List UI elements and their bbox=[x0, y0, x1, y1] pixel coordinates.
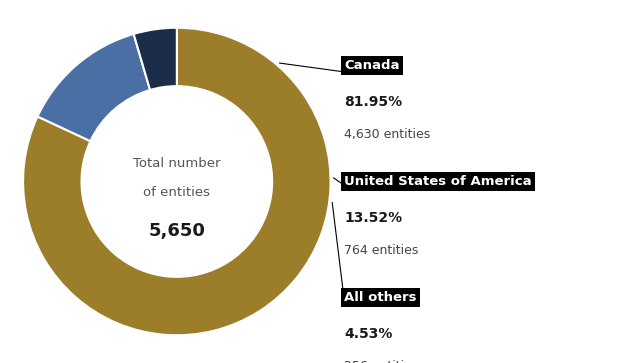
Text: 764 entities: 764 entities bbox=[344, 244, 419, 257]
Text: All others: All others bbox=[344, 291, 417, 304]
Text: Total number: Total number bbox=[133, 156, 221, 170]
Text: 256 entities: 256 entities bbox=[344, 360, 419, 363]
Text: 4.53%: 4.53% bbox=[344, 327, 392, 341]
Text: United States of America: United States of America bbox=[344, 175, 532, 188]
Text: 81.95%: 81.95% bbox=[344, 95, 402, 109]
Text: of entities: of entities bbox=[143, 186, 210, 199]
Text: 5,650: 5,650 bbox=[149, 222, 205, 240]
Wedge shape bbox=[37, 34, 150, 141]
Wedge shape bbox=[134, 28, 177, 90]
Wedge shape bbox=[23, 28, 331, 335]
Text: 13.52%: 13.52% bbox=[344, 211, 402, 225]
Text: 4,630 entities: 4,630 entities bbox=[344, 128, 430, 141]
Text: Canada: Canada bbox=[344, 59, 399, 72]
